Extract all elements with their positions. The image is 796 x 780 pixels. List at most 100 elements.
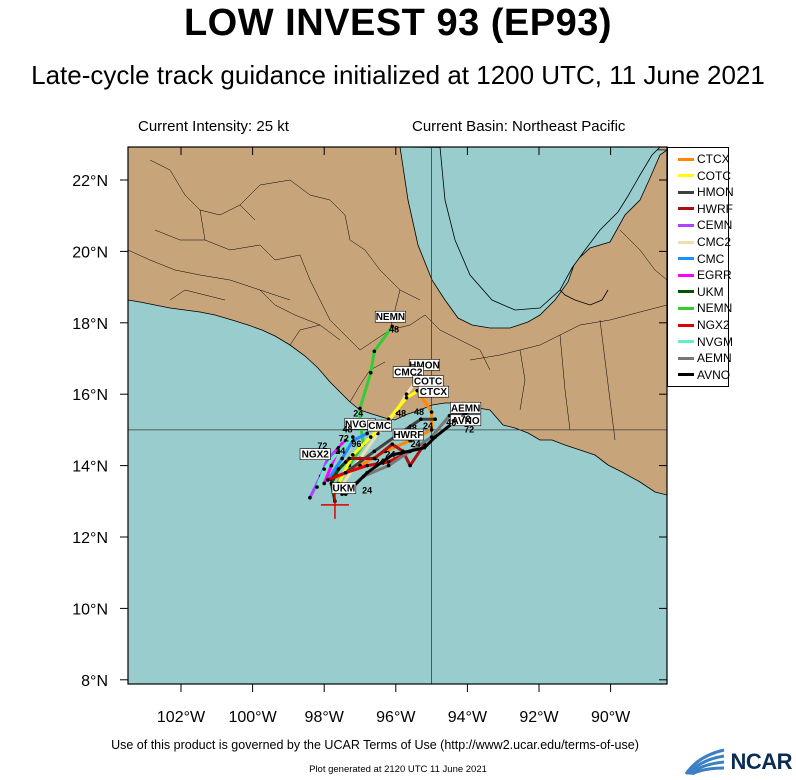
legend-swatch (678, 257, 694, 261)
legend-item-aemn: AEMN (668, 350, 732, 366)
track-label-text: 72 (339, 434, 349, 444)
track-point (358, 406, 362, 411)
track-label: 24 (410, 439, 420, 449)
track-label: AEMN (450, 401, 482, 414)
track-label-text: COTC (414, 376, 442, 387)
track-point (329, 463, 334, 468)
current-position-marker (320, 492, 349, 519)
legend-item-ngx2: NGX2 (668, 317, 730, 333)
track-label-text: 24 (375, 457, 385, 467)
lat-label: 22°N (72, 173, 108, 190)
legend-swatch (678, 157, 694, 161)
track-label-text: AEMN (451, 403, 480, 414)
track-label: 24 (423, 421, 433, 431)
track-point (419, 417, 423, 421)
track-label-text: UKM (332, 484, 355, 495)
legend-item-egrr: EGRR (668, 267, 732, 283)
model-legend: CTCX COTC HMON HWRF CEMN CMC2 CMC EGRR UKM NEMN NG… (667, 147, 734, 387)
track-label-text: 72 (464, 425, 474, 435)
lat-label: 8°N (81, 673, 108, 690)
track-label: COTC (412, 375, 444, 387)
track-label-text: 48 (389, 325, 399, 335)
ncar-logo: NCAR (684, 746, 792, 778)
track-point (422, 445, 427, 450)
track-label: HMON (408, 359, 440, 371)
map-title: LOW INVEST 93 (EP93) (183, 2, 613, 44)
track-label-text: 48 (396, 409, 406, 419)
map-subtitle: Late-cycle track guidance initialized at… (31, 60, 765, 90)
track-point (390, 453, 395, 457)
track-label-box (408, 359, 440, 371)
track-label-text: AVNO (452, 416, 480, 427)
track-label: 24 (385, 450, 395, 460)
legend-swatch (678, 273, 694, 277)
legend-swatch (678, 240, 694, 244)
legend-label: AEMN (697, 351, 732, 366)
track-label-text: 48 (414, 407, 424, 417)
lon-label: 98°W (305, 709, 345, 726)
legend-swatch (678, 290, 694, 294)
map-frame (127, 146, 668, 685)
track-label-text: 72 (317, 441, 327, 451)
legend-item-avno: AVNO (668, 367, 730, 383)
track-point (343, 470, 348, 475)
legend-label: AVNO (697, 367, 731, 382)
legend-label: CMC2 (697, 235, 732, 249)
track-label-text: 24 (410, 439, 420, 449)
track-point (351, 453, 355, 457)
track-point (336, 467, 341, 471)
track-point (351, 435, 355, 439)
track-label-text: HMON (409, 360, 440, 371)
track-nvgm (315, 435, 355, 489)
track-label-text: NEMN (376, 312, 405, 323)
track-label: 24 (353, 409, 363, 419)
track-label: 48 (396, 409, 406, 419)
track-label: 72 (339, 434, 349, 444)
gulf-of-mexico (439, 147, 661, 311)
track-label-text: 48 (342, 425, 352, 435)
track-line (315, 435, 354, 488)
track-label-box (331, 482, 357, 494)
lon-label: 92°W (519, 709, 559, 726)
track-point (390, 442, 395, 446)
track-label: CTCX (417, 385, 449, 398)
track-point (322, 481, 327, 486)
track-point (325, 478, 330, 482)
track-label-text: 24 (385, 450, 395, 460)
track-label-box (392, 428, 424, 441)
track-label-box (450, 414, 482, 427)
track-labels: NEMN48HMONCMC2COTCCTCXAEMNAVNO7272484848… (299, 310, 482, 495)
legend-item-cemn: CEMN (668, 217, 732, 233)
track-point (372, 449, 377, 454)
track-label: 72 (317, 441, 327, 451)
legend-swatch (678, 190, 694, 194)
track-label: CMC (367, 419, 392, 432)
lon-label: 102°W (157, 709, 206, 726)
current-basin: Current Basin: Northeast Pacific (412, 118, 626, 135)
legend-label: HMON (697, 185, 734, 200)
legend-item-cmc: CMC (668, 251, 724, 267)
track-label: 48 (446, 418, 456, 428)
track-point (429, 410, 434, 414)
track-label-box (392, 366, 424, 378)
track-point (365, 463, 369, 468)
track-label: NGX2 (299, 448, 331, 461)
track-label-text: HWRF (393, 430, 423, 441)
legend-item-cotc: COTC (668, 168, 731, 184)
track-label-text: 48 (407, 423, 417, 433)
track-label: 72 (464, 425, 474, 435)
terms-of-use-text: Use of this product is governed by the U… (111, 738, 639, 752)
axis-ticks (120, 147, 667, 692)
track-label-text: NVGM (345, 419, 375, 430)
track-point (372, 456, 377, 461)
track-label: 24 (362, 485, 372, 495)
track-label-text: NGX2 (302, 450, 330, 461)
legend-swatch (678, 340, 694, 344)
track-label: HWRF (392, 428, 424, 441)
track-point (368, 435, 373, 439)
track-point (372, 349, 377, 354)
track-label-text: 96 (351, 439, 361, 449)
lon-label: 96°W (376, 709, 416, 726)
track-point (368, 370, 373, 375)
